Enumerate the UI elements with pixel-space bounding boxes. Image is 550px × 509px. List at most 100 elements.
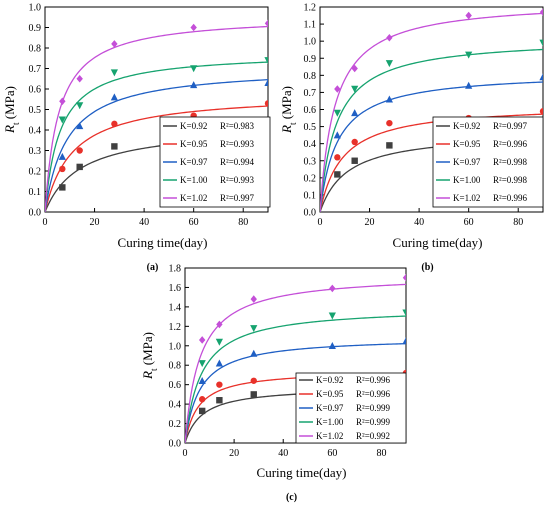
data-point: [110, 93, 118, 101]
data-point: [250, 377, 257, 384]
legend-r2: R²=0.996: [493, 139, 528, 149]
data-point: [539, 108, 543, 115]
data-point: [351, 138, 358, 146]
data-point: [250, 325, 258, 333]
data-point: [111, 143, 118, 150]
data-point: [198, 360, 206, 368]
y-tick-label: 1.1: [304, 20, 317, 31]
data-point: [76, 122, 84, 130]
data-point: [386, 142, 393, 149]
chart-panel-1: 0 20 40 60 80 0.0 0.1 0.2 0.3 0.4 0.5 0.6 0.7 0.8 0.9 1…: [2, 3, 271, 273]
data-point: [334, 85, 341, 93]
fit-curve: [320, 48, 543, 212]
data-point: [264, 57, 268, 65]
data-point: [264, 79, 268, 87]
legend-r2: R²=0.996: [356, 375, 391, 385]
legend-r2: R²=0.996: [493, 193, 528, 203]
legend-label: K=1.00: [316, 417, 344, 427]
legend-item: K=1.00 R²=0.998: [436, 175, 528, 185]
series-K=1.02: [320, 8, 543, 212]
x-tick-label: 60: [189, 217, 199, 228]
x-tick-label: 60: [464, 217, 474, 228]
data-point: [110, 69, 118, 77]
y-tick-label: 0.6: [169, 380, 182, 391]
y-tick-label: 0.3: [304, 156, 317, 167]
y-axis-title-unit: (MPa): [140, 332, 155, 368]
data-point: [351, 64, 358, 73]
legend-label: K=1.02: [180, 193, 207, 203]
y-tick-label: 0.8: [29, 44, 42, 55]
fit-curve: [185, 343, 406, 443]
data-point: [351, 109, 359, 117]
y-tick-label: 0.2: [169, 419, 182, 430]
x-tick-label: 20: [90, 217, 100, 228]
y-tick-label: 0.9: [29, 23, 42, 34]
data-point: [465, 81, 473, 89]
x-axis-title: Curing time(day): [257, 465, 347, 480]
series-K=1.00: [45, 57, 268, 212]
x-tick-label: 80: [238, 217, 248, 228]
y-tick-label: 0.4: [169, 400, 182, 411]
chart-panel-3: 0 20 40 60 80 0.0 0.2 0.4 0.6 0.8 1.0 1.2 1.4 1.6 1.8 C…: [140, 264, 407, 503]
data-point: [198, 336, 206, 344]
y-tick-label: 0.5: [29, 105, 42, 116]
fit-curve: [45, 61, 268, 212]
series-K=1.02: [45, 19, 268, 212]
legend-label: K=0.97: [180, 157, 208, 167]
chart-panel-2: 0 20 40 60 80 0.0 0.1 0.2 0.3 0.4 0.5 0.6 0.7 0.8 0.9 1…: [279, 3, 544, 273]
legend-box: [432, 116, 544, 208]
x-tick-label: 20: [229, 448, 239, 459]
series-K=1.00: [320, 39, 543, 212]
legend-r2: R²=0.998: [493, 157, 528, 167]
panel-label: (b): [421, 262, 433, 273]
data-point: [539, 39, 543, 47]
series-K=0.97: [320, 73, 543, 212]
legend-label: K=0.92: [453, 121, 480, 131]
legend-label: K=0.92: [316, 375, 343, 385]
y-axis-title-subscript: t: [288, 122, 298, 125]
x-tick-label: 80: [513, 217, 523, 228]
data-point: [250, 391, 257, 398]
data-point: [190, 81, 198, 89]
legend: K=0.92 R²=0.997 K=0.95 R²=0.996 K=0.97 R²=0.9…: [432, 116, 544, 208]
legend-item: K=0.92 R²=0.996: [299, 375, 391, 385]
legend-item: K=0.97 R²=0.994: [163, 157, 255, 167]
data-point: [198, 407, 206, 415]
y-axis-title-symbol: R: [140, 371, 155, 380]
y-tick-label: 0.8: [169, 361, 182, 372]
data-point: [76, 163, 83, 171]
data-point: [58, 116, 66, 124]
y-axis-title-subscript: t: [149, 368, 159, 371]
y-axis-title-symbol: R: [279, 125, 294, 134]
x-tick-label: 0: [43, 217, 48, 228]
legend-item: K=1.00 R²=0.993: [163, 175, 255, 185]
x-tick-label: 40: [139, 217, 149, 228]
data-point: [402, 309, 406, 317]
fit-curve: [320, 113, 543, 212]
legend-r2: R²=0.997: [220, 193, 255, 203]
data-point: [385, 95, 393, 103]
data-point: [216, 320, 223, 329]
legend-r2: R²=0.993: [220, 175, 255, 185]
y-tick-label: 0.3: [29, 146, 42, 157]
data-point: [334, 154, 341, 161]
y-tick-label: 0.9: [304, 54, 317, 65]
legend-item: K=0.92 R²=0.983: [163, 121, 255, 131]
legend-r2: R²=0.999: [356, 403, 391, 413]
legend-item: K=0.95 R²=0.993: [163, 139, 255, 149]
legend-r2: R²=0.993: [220, 139, 255, 149]
fit-curve: [185, 283, 406, 443]
data-point: [351, 85, 359, 93]
data-point: [215, 359, 223, 367]
y-tick-label: 1.0: [29, 3, 42, 14]
legend-item: K=1.02 R²=0.997: [163, 193, 255, 203]
y-tick-label: 1.2: [169, 322, 182, 333]
legend-r2: R²=0.998: [493, 175, 528, 185]
legend-r2: R²=0.999: [356, 417, 391, 427]
y-tick-label: 0.7: [304, 88, 317, 99]
y-tick-label: 0.4: [29, 126, 42, 137]
y-tick-label: 0.2: [304, 173, 317, 184]
legend-item: K=1.02 R²=0.996: [436, 193, 528, 203]
legend-item: K=0.92 R²=0.997: [436, 121, 528, 131]
